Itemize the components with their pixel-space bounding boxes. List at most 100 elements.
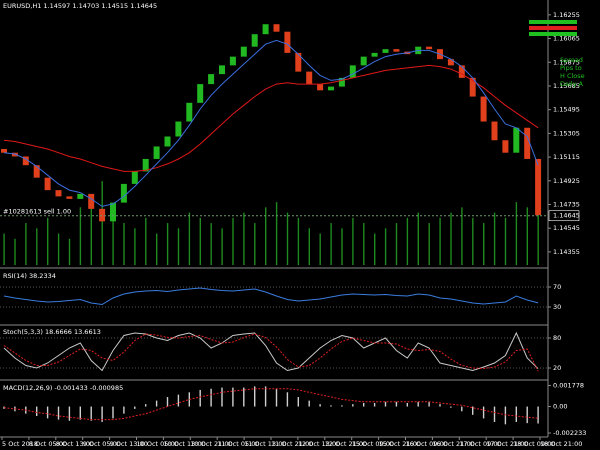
histogram-bar bbox=[90, 406, 92, 421]
indicator-line bbox=[3, 388, 539, 421]
y-tick-label: 1.16065 bbox=[553, 35, 580, 43]
candle bbox=[458, 65, 465, 78]
y-tick-label: 1.14545 bbox=[553, 224, 580, 232]
histogram-bar bbox=[68, 406, 71, 421]
histogram-bar bbox=[352, 404, 354, 407]
volume-bar bbox=[417, 212, 419, 265]
volume-bar bbox=[232, 217, 234, 265]
volume-bar bbox=[57, 233, 60, 265]
candle bbox=[11, 152, 18, 157]
candle bbox=[120, 183, 127, 203]
x-tick-label: 10 Oct 13:00 bbox=[163, 440, 205, 448]
x-tick-label: 18 Oct 09:00 bbox=[513, 440, 555, 448]
candle bbox=[447, 59, 454, 66]
widget-label: H Close bbox=[560, 72, 585, 80]
histogram-bar bbox=[221, 387, 223, 407]
volume-bar bbox=[330, 223, 332, 265]
x-tick-label: 10 Oct 05:00 bbox=[137, 440, 179, 448]
x-tick-label: 15 Oct 21:00 bbox=[379, 440, 421, 448]
histogram-bar bbox=[493, 406, 496, 422]
histogram-bar bbox=[461, 406, 463, 412]
volume-bar bbox=[112, 212, 114, 265]
volume-bar bbox=[428, 223, 430, 265]
candle bbox=[33, 165, 40, 178]
y-tick-label: 20 bbox=[553, 364, 561, 372]
candle bbox=[262, 24, 269, 35]
volume-bar bbox=[166, 223, 169, 265]
y-tick-label: 1.15875 bbox=[553, 58, 580, 66]
volume-bar bbox=[450, 212, 452, 265]
volume-bar bbox=[406, 217, 409, 265]
volume-bar bbox=[504, 217, 507, 265]
histogram-bar bbox=[166, 397, 169, 407]
candle bbox=[491, 121, 498, 141]
histogram-bar bbox=[79, 406, 81, 420]
candle bbox=[480, 96, 487, 122]
candle bbox=[197, 84, 204, 103]
histogram-bar bbox=[482, 406, 485, 419]
indicator-label: RSI(14) 38.2334 bbox=[3, 272, 56, 280]
volume-bar bbox=[395, 223, 398, 265]
candle bbox=[393, 49, 400, 52]
volume-bar bbox=[123, 223, 125, 265]
candle bbox=[110, 202, 116, 222]
indicator-line bbox=[3, 39, 539, 207]
indicator-line bbox=[3, 331, 539, 372]
volume-bar bbox=[14, 238, 16, 265]
candle bbox=[502, 140, 509, 153]
x-tick-label: 8 Oct 13:00 bbox=[56, 440, 94, 448]
indicator-line bbox=[3, 333, 539, 372]
x-tick-label: 9 Oct 13:00 bbox=[110, 440, 148, 448]
histogram-bar bbox=[439, 404, 441, 407]
candle bbox=[175, 121, 182, 137]
y-tick-label: 1.14925 bbox=[553, 177, 580, 185]
volume-bar bbox=[101, 181, 103, 265]
candle bbox=[88, 193, 95, 209]
volume-bar bbox=[297, 217, 300, 265]
price-box bbox=[548, 210, 580, 222]
histogram-bar bbox=[112, 406, 114, 419]
x-tick-label: 12 Oct 21:00 bbox=[325, 440, 367, 448]
y-tick-label: 1.15495 bbox=[553, 106, 580, 114]
x-tick-label: 5 Oct 2018 bbox=[2, 440, 38, 448]
candle bbox=[55, 190, 62, 197]
candle bbox=[164, 136, 171, 147]
volume-bar bbox=[265, 207, 267, 265]
volume-bar bbox=[439, 217, 441, 265]
histogram-bar bbox=[406, 402, 408, 407]
histogram-bar bbox=[504, 406, 507, 425]
widget-block bbox=[529, 32, 577, 36]
candle bbox=[382, 49, 389, 53]
x-tick-label: 11 Oct 21:00 bbox=[271, 440, 313, 448]
volume-bar bbox=[188, 212, 191, 265]
candle bbox=[240, 46, 247, 57]
y-tick-label: 1.14735 bbox=[553, 200, 580, 208]
histogram-bar bbox=[36, 406, 38, 417]
volume-bar bbox=[286, 212, 289, 265]
histogram-bar bbox=[232, 387, 234, 407]
indicator-line bbox=[3, 287, 539, 306]
histogram-bar bbox=[297, 397, 299, 407]
volume-bar bbox=[145, 217, 147, 265]
y-tick-label: 1.14355 bbox=[553, 248, 580, 256]
y-tick-label: 0.001778 bbox=[553, 381, 584, 389]
y-tick-label: 80 bbox=[553, 334, 561, 342]
volume-bar bbox=[341, 228, 343, 265]
candle bbox=[99, 208, 106, 222]
histogram-bar bbox=[46, 406, 49, 419]
volume-bar bbox=[210, 223, 212, 265]
widget-label: Spread bbox=[560, 56, 583, 64]
candle bbox=[251, 34, 258, 47]
candle bbox=[371, 52, 378, 57]
histogram-bar bbox=[199, 389, 201, 407]
widget-label: Daily A bbox=[560, 80, 584, 88]
volume-bar bbox=[3, 233, 5, 265]
volume-bar bbox=[79, 207, 82, 265]
volume-bar bbox=[156, 233, 158, 265]
y-tick-label: 1.15305 bbox=[553, 129, 580, 137]
x-tick-label: 9 Oct 05:00 bbox=[83, 440, 121, 448]
volume-bar bbox=[36, 228, 38, 265]
histogram-bar bbox=[526, 406, 528, 424]
